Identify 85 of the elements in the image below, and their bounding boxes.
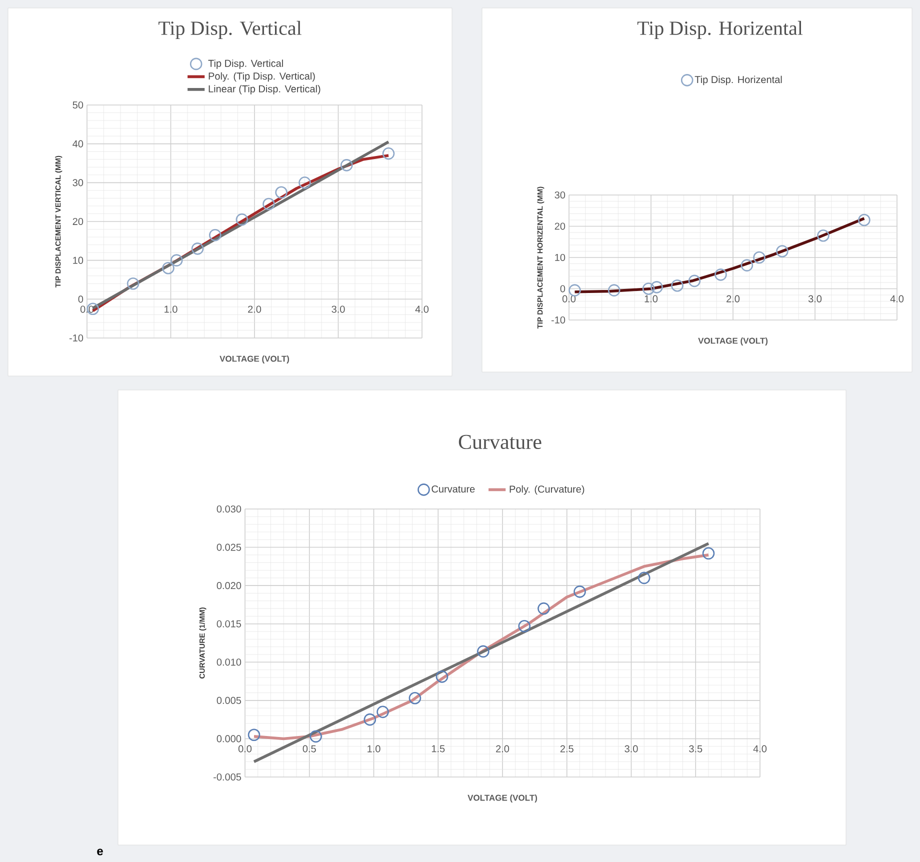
x-tick-label: 2.0 [726, 295, 740, 302]
legend-label: Linear (Tip Disp. Vertical) [208, 85, 320, 94]
point [671, 279, 684, 292]
y-tick-label: -10 [69, 334, 84, 342]
point [753, 251, 766, 264]
point [817, 229, 830, 242]
y-tick-label: 0 [560, 285, 566, 292]
x-tick-label: 2.0 [496, 745, 510, 752]
point [275, 186, 288, 199]
x-tick-label: 4.0 [890, 295, 904, 302]
y-tick-label: 30 [72, 179, 84, 186]
point [298, 176, 311, 189]
x-tick-label: 3.5 [689, 745, 702, 752]
x-tick-label: 1.0 [164, 306, 178, 313]
y-tick-label: 0.000 [216, 735, 242, 742]
point [538, 602, 550, 615]
legend-label: Poly. (Tip Disp. Vertical) [208, 72, 315, 82]
point [574, 586, 586, 598]
x-tick-label: 3.0 [808, 295, 822, 302]
text: e [97, 848, 103, 856]
x-tick-label: 1.5 [432, 745, 445, 752]
x-tick-label: 2.0 [248, 306, 262, 313]
point [310, 730, 322, 743]
point [340, 159, 353, 172]
y-tick-label: -10 [551, 316, 566, 324]
point [702, 547, 715, 560]
y-tick-label: 0.015 [216, 620, 242, 628]
y-tick-label: 20 [72, 218, 84, 226]
point [382, 147, 395, 160]
point [650, 281, 663, 294]
point [126, 277, 140, 290]
point [436, 670, 448, 683]
point [776, 245, 788, 258]
y-tick-label: 10 [73, 256, 84, 264]
point [740, 259, 754, 272]
chart-title: Tip Disp. Horizental [637, 20, 803, 40]
x-tick-label: 0.5 [302, 745, 316, 752]
point [638, 572, 650, 584]
x-tick-label: 1.0 [644, 295, 658, 302]
point [568, 284, 581, 296]
legend-label: Curvature [432, 485, 475, 493]
y-tick-label: 0.025 [216, 544, 242, 551]
point [262, 198, 275, 210]
point [364, 713, 376, 726]
point [170, 254, 183, 266]
point [376, 706, 389, 718]
x-axis-title: VOLTAGE (VOLT) [468, 794, 538, 802]
x-tick-label: 1.0 [368, 745, 380, 752]
x-axis-title: VOLTAGE (VOLT) [220, 356, 290, 364]
legend-label: Poly. (Curvature) [510, 485, 584, 495]
y-tick-label: 30 [554, 191, 566, 199]
point [162, 262, 174, 274]
y-tick-label: 0.030 [216, 505, 242, 513]
point [477, 645, 490, 658]
x-tick-label: 3.0 [624, 745, 638, 752]
x-tick-label: 4.0 [415, 306, 429, 313]
point [642, 282, 655, 295]
y-tick-label: 10 [555, 254, 566, 262]
chart-title: Curvature [458, 434, 542, 450]
x-axis-title: VOLTAGE (VOLT) [698, 338, 768, 346]
y-tick-label: 0.010 [216, 658, 242, 666]
point [608, 284, 620, 296]
point [191, 242, 204, 255]
point [408, 692, 422, 704]
y-tick-label: 20 [554, 222, 566, 230]
point [208, 228, 222, 242]
chart-title: Tip Disp. Vertical [158, 20, 302, 40]
legend-label: Tip Disp. Horizental [694, 76, 782, 86]
x-tick-label: 2.5 [560, 745, 574, 752]
y-tick-label: -0.005 [214, 773, 242, 781]
point [518, 620, 531, 632]
point [714, 268, 727, 281]
y-tick-label: 0.020 [216, 582, 242, 590]
point [248, 728, 260, 742]
x-tick-label: 0.0 [238, 745, 252, 752]
y-tick-label: 50 [72, 101, 84, 109]
y-tick-label: 40 [72, 140, 84, 148]
point [858, 214, 870, 226]
point [236, 213, 248, 226]
x-tick-label: 3.0 [332, 306, 345, 313]
y-tick-label: 0.005 [216, 696, 242, 704]
point [688, 274, 701, 288]
legend-label: Tip Disp. Vertical [208, 60, 283, 69]
x-tick-label: 4.0 [753, 745, 767, 752]
y-tick-label: 0 [78, 296, 84, 303]
